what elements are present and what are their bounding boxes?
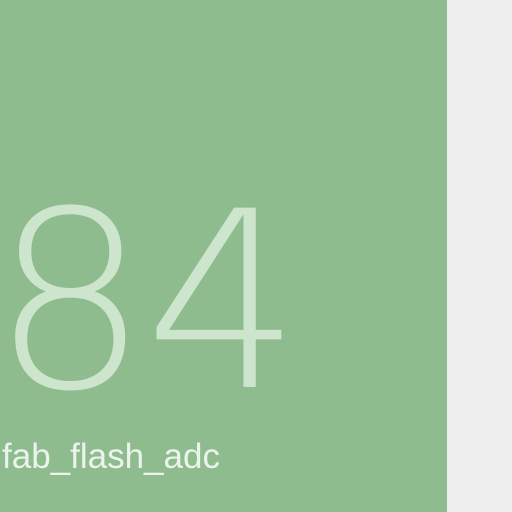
right-gutter <box>447 0 512 512</box>
color-tile[interactable]: 84 fab_flash_adc <box>0 0 447 512</box>
tile-number: 84 <box>0 160 301 446</box>
tile-label: fab_flash_adc <box>2 437 220 476</box>
